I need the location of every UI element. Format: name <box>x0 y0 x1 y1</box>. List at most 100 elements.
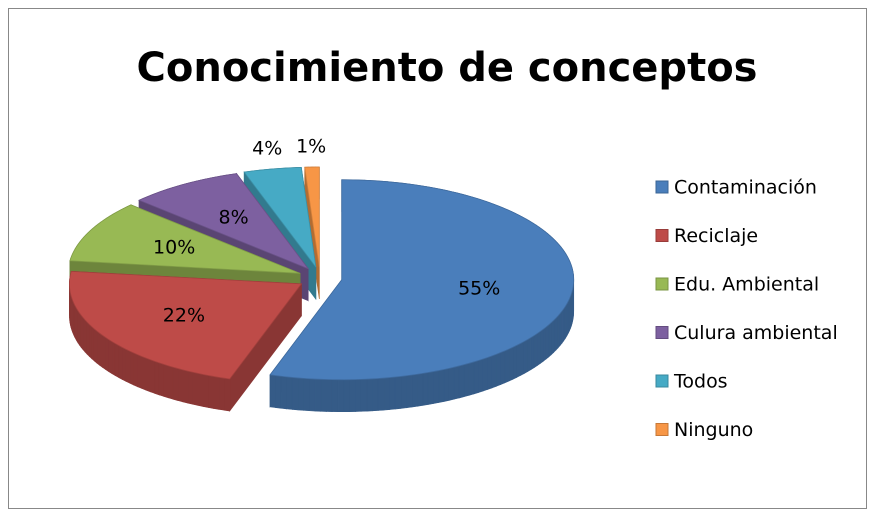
slice-side <box>158 362 165 397</box>
slice-side <box>516 343 521 378</box>
legend-swatch <box>655 374 669 388</box>
slice-side <box>141 356 147 391</box>
slice-side <box>182 369 189 404</box>
slice-side <box>187 370 194 405</box>
slice-side <box>508 346 514 382</box>
slice-side <box>500 350 506 386</box>
pie-slice <box>69 270 303 412</box>
pie-slice <box>269 179 575 413</box>
slice-side <box>343 379 350 413</box>
slice-side <box>463 362 470 398</box>
slice-side <box>394 376 402 410</box>
slice-top <box>269 179 575 381</box>
slice-side <box>192 371 199 406</box>
slice-side <box>520 341 525 376</box>
slice-side <box>84 319 88 355</box>
slice-side <box>478 358 484 393</box>
slice-side <box>349 379 356 412</box>
legend-label: Reciclaje <box>674 225 758 247</box>
data-label: 8% <box>219 207 249 229</box>
slice-side <box>102 334 106 371</box>
slice-side <box>297 377 304 411</box>
slice-side <box>377 377 385 411</box>
slice-side <box>355 379 362 412</box>
slice-side <box>93 328 98 364</box>
legend-swatch <box>655 180 669 194</box>
slice-side <box>172 366 179 401</box>
slice-side <box>326 379 333 412</box>
slice-top <box>243 166 317 268</box>
slice-side <box>366 378 373 412</box>
slice-side <box>224 377 231 412</box>
slice-side <box>548 321 552 358</box>
legend-swatch <box>655 229 669 242</box>
slice-side <box>422 372 429 406</box>
slice-side <box>122 346 127 382</box>
slice-side <box>269 374 276 408</box>
legend-label: Todos <box>673 371 728 393</box>
slice-side <box>523 339 528 375</box>
data-label: 55% <box>458 278 500 300</box>
slice-side <box>154 360 160 396</box>
slice-top <box>69 204 301 274</box>
slice-side <box>213 376 220 410</box>
slice-side <box>400 375 407 409</box>
data-label: 22% <box>163 305 205 327</box>
slice-top <box>304 166 320 268</box>
slice-side <box>543 326 547 362</box>
slice-side <box>208 375 214 409</box>
slice-side <box>303 378 310 412</box>
slice-side <box>320 379 327 412</box>
slice-side <box>527 337 532 373</box>
slice-side <box>202 374 209 408</box>
slice-side <box>530 334 535 371</box>
slice-side <box>453 365 460 400</box>
slice-side <box>314 378 322 412</box>
legend-label: Ninguno <box>674 419 753 441</box>
slice-side <box>473 360 479 395</box>
slice-side <box>105 336 109 373</box>
slice-side <box>482 357 488 392</box>
slice-side <box>291 377 299 411</box>
slice-side <box>91 326 95 362</box>
legend-label: Culura ambiental <box>674 322 838 344</box>
slice-side <box>125 348 131 384</box>
slice-side <box>389 376 396 410</box>
slice-side <box>168 365 174 400</box>
slice-side <box>177 368 184 403</box>
slice-side <box>537 330 541 367</box>
slice-side <box>108 339 113 375</box>
slice-side <box>145 357 151 393</box>
slice-side <box>275 375 282 409</box>
slice-side <box>383 377 390 411</box>
slice-side <box>337 379 345 413</box>
slice-side <box>129 350 135 386</box>
slice-side <box>86 321 90 358</box>
slice-side <box>557 312 561 349</box>
slice-side <box>114 343 120 379</box>
slice-side <box>551 319 555 356</box>
slice-side <box>137 354 143 389</box>
data-label: 10% <box>153 236 195 258</box>
slice-side <box>487 355 493 390</box>
legend-swatch <box>655 277 669 291</box>
slice-side <box>448 366 455 401</box>
slice-side <box>360 378 368 412</box>
slice-side <box>427 371 434 405</box>
slice-side <box>438 369 445 403</box>
data-label: 4% <box>252 138 282 160</box>
data-label: 1% <box>296 136 326 158</box>
slice-side <box>372 378 379 412</box>
slice-side <box>433 370 440 404</box>
slice-side <box>309 378 316 412</box>
slice-side <box>286 376 293 410</box>
slice-side <box>533 332 538 369</box>
slice-side <box>406 374 413 409</box>
legend-swatch <box>655 326 669 339</box>
slice-top <box>138 173 310 270</box>
slice-top <box>69 270 303 380</box>
chart-title: Conocimiento de conceptos <box>137 45 758 91</box>
slice-side <box>99 332 103 368</box>
